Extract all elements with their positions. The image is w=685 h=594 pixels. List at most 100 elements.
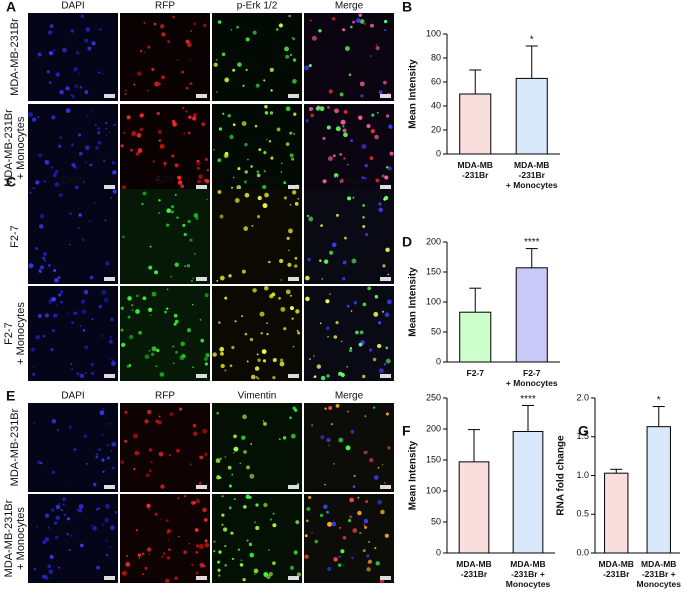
cell — [71, 535, 73, 537]
bar — [459, 93, 492, 155]
cell — [133, 83, 136, 86]
cell — [319, 322, 322, 325]
cell — [315, 106, 320, 111]
cell — [111, 161, 116, 165]
cell — [57, 276, 61, 279]
cell — [70, 367, 74, 371]
cell — [314, 539, 318, 544]
cell — [324, 483, 326, 486]
cell — [352, 196, 355, 199]
cell — [338, 371, 343, 376]
cell — [112, 466, 115, 470]
cell — [136, 133, 142, 138]
cell — [333, 463, 335, 465]
cell — [355, 330, 359, 335]
cell — [173, 322, 177, 326]
cell — [329, 250, 334, 255]
cell — [148, 508, 151, 511]
column-header: Merge — [335, 391, 364, 402]
cell — [169, 412, 174, 417]
cell — [139, 113, 144, 118]
cell — [97, 131, 101, 135]
cell — [78, 133, 82, 137]
cell — [106, 554, 109, 557]
cell — [51, 470, 56, 475]
cell — [148, 447, 153, 452]
cell — [53, 269, 57, 273]
cell — [195, 551, 198, 554]
y-tick-label: 200 — [426, 236, 441, 246]
cell — [135, 294, 139, 298]
cell — [304, 65, 310, 71]
cell — [297, 331, 301, 335]
cell — [89, 275, 94, 280]
cell — [220, 351, 224, 356]
cell — [347, 518, 352, 523]
cell — [213, 62, 218, 67]
cell — [111, 359, 114, 362]
cell — [249, 552, 255, 558]
cell — [152, 160, 155, 163]
cell — [195, 544, 200, 548]
scale-bar — [104, 277, 115, 281]
significance: **** — [524, 237, 540, 248]
cell — [31, 117, 37, 122]
cell — [237, 167, 241, 171]
cell — [44, 513, 50, 518]
cell — [355, 18, 361, 23]
cell — [166, 288, 169, 291]
cell — [381, 464, 384, 466]
cell — [69, 425, 72, 429]
cell — [122, 131, 126, 135]
cell — [227, 465, 232, 470]
cell — [308, 64, 312, 68]
cell — [220, 363, 225, 369]
cell — [290, 306, 294, 311]
cell — [47, 564, 52, 569]
cell — [192, 423, 197, 428]
cell — [313, 355, 315, 357]
cell — [56, 428, 59, 431]
cell — [177, 180, 183, 185]
cell — [384, 312, 390, 318]
cell — [101, 523, 105, 526]
cell — [162, 552, 166, 555]
cell — [326, 125, 331, 130]
cell — [177, 496, 180, 500]
cell — [185, 39, 190, 44]
cell — [256, 214, 261, 219]
cell — [188, 115, 192, 119]
cell — [250, 165, 253, 168]
cell — [49, 554, 54, 559]
cell — [292, 78, 297, 84]
cell — [243, 505, 247, 509]
cell — [109, 358, 112, 360]
cell — [58, 144, 62, 148]
cell — [182, 223, 186, 227]
cell — [358, 342, 363, 347]
cell — [236, 185, 242, 190]
cell — [284, 46, 289, 52]
cell — [158, 199, 161, 202]
cell — [249, 473, 255, 479]
y-tick-label: 0.5 — [576, 509, 589, 519]
scale-bar — [380, 485, 391, 489]
cell — [269, 67, 274, 72]
micrograph — [304, 13, 394, 101]
cell — [101, 72, 104, 75]
cell — [362, 225, 366, 228]
cell — [244, 192, 250, 198]
cell — [352, 528, 358, 533]
cell — [318, 29, 322, 33]
cell — [98, 448, 102, 452]
cell — [46, 70, 50, 74]
cell — [229, 134, 234, 140]
cell — [383, 28, 387, 32]
cell — [255, 376, 259, 379]
cell — [293, 112, 297, 116]
cell — [250, 443, 253, 445]
cell — [176, 216, 179, 219]
cell — [158, 415, 161, 418]
cell — [66, 533, 69, 536]
cell — [47, 263, 51, 267]
